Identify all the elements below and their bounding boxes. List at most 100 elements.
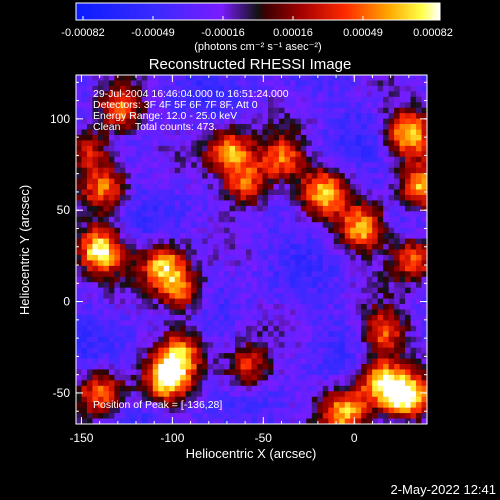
- heatmap-cell: [333, 385, 340, 392]
- heatmap-cell: [163, 391, 170, 398]
- heatmap-cell: [196, 113, 203, 120]
- heatmap-cell: [174, 276, 181, 283]
- heatmap-cell: [366, 407, 373, 414]
- heatmap-cell: [267, 358, 275, 365]
- heatmap-cell: [191, 265, 198, 272]
- colorbar-ticks: -0.00082 -0.00049 -0.00016 0.00016 0.00049 0.…: [61, 16, 453, 39]
- heatmap-cell: [333, 320, 340, 327]
- heatmap-cell: [405, 145, 412, 152]
- heatmap-cell: [311, 145, 318, 152]
- heatmap-cell: [300, 282, 307, 289]
- heatmap-cell: [311, 238, 318, 245]
- heatmap-cell: [372, 244, 379, 251]
- heatmap-cell: [119, 293, 126, 300]
- heatmap-cell: [405, 342, 412, 349]
- heatmap-cell: [311, 140, 318, 147]
- heatmap-cell: [333, 227, 340, 234]
- heatmap-cell: [163, 325, 170, 332]
- heatmap-cell: [224, 364, 231, 371]
- heatmap-cell: [405, 227, 412, 234]
- heatmap-cell: [344, 184, 351, 191]
- heatmap-cell: [97, 358, 105, 365]
- heatmap-cell: [218, 134, 225, 142]
- heatmap-cell: [262, 374, 269, 381]
- heatmap-cell: [246, 134, 253, 142]
- heatmap-cell: [213, 418, 220, 424]
- heatmap-cell: [273, 145, 280, 152]
- heatmap-cell: [306, 233, 313, 240]
- heatmap-cell: [333, 358, 340, 365]
- heatmap-cell: [147, 265, 154, 272]
- heatmap-cell: [207, 347, 214, 354]
- heatmap-cell: [147, 205, 154, 212]
- heatmap-cell: [410, 336, 417, 343]
- heatmap-cell: [235, 271, 242, 278]
- heatmap-cell: [240, 85, 247, 92]
- heatmap-cell: [125, 189, 132, 196]
- heatmap-cell: [229, 347, 236, 354]
- heatmap-cell: [355, 173, 362, 180]
- heatmap-cell: [267, 364, 275, 371]
- heatmap-cell: [339, 102, 346, 109]
- heatmap-cell: [355, 331, 362, 338]
- heatmap-cell: [86, 96, 94, 103]
- heatmap-cell: [289, 380, 296, 387]
- heatmap-cell: [218, 216, 225, 223]
- heatmap-cell: [119, 205, 126, 212]
- heatmap-cell: [158, 102, 165, 109]
- heatmap-cell: [92, 331, 99, 338]
- heatmap-cell: [235, 293, 242, 300]
- heatmap-cell: [136, 162, 143, 169]
- heatmap-cell: [108, 162, 115, 169]
- heatmap-cell: [158, 211, 165, 218]
- heatmap-cell: [246, 102, 253, 109]
- heatmap-cell: [180, 407, 187, 414]
- heatmap-cell: [366, 216, 373, 223]
- heatmap-cell: [344, 265, 351, 272]
- heatmap-cell: [136, 222, 143, 229]
- heatmap-cell: [339, 309, 346, 316]
- heatmap-cell: [350, 145, 357, 152]
- heatmap-cell: [207, 396, 214, 403]
- heatmap-cell: [130, 249, 137, 256]
- heatmap-cell: [333, 124, 340, 131]
- heatmap-cell: [81, 184, 88, 191]
- heatmap-cell: [114, 320, 121, 327]
- heatmap-cell: [256, 358, 264, 365]
- heatmap-cell: [405, 249, 412, 256]
- heatmap-cell: [339, 91, 346, 98]
- heatmap-cell: [273, 374, 280, 381]
- heatmap-cell: [361, 413, 368, 420]
- heatmap-cell: [317, 325, 324, 332]
- heatmap-cell: [339, 369, 346, 376]
- heatmap-cell: [207, 282, 214, 289]
- heatmap-cell: [119, 287, 126, 294]
- heatmap-cell: [169, 238, 176, 245]
- heatmap-cell: [289, 320, 296, 327]
- heatmap-cell: [278, 271, 285, 278]
- heatmap-cell: [81, 107, 88, 114]
- heatmap-cell: [410, 167, 417, 174]
- heatmap-cell: [141, 282, 148, 289]
- heatmap-cell: [284, 200, 291, 207]
- heatmap-cell: [246, 314, 253, 321]
- heatmap-cell: [235, 216, 242, 223]
- heatmap-cell: [350, 178, 357, 185]
- heatmap-cell: [410, 113, 417, 120]
- heatmap-cell: [339, 314, 346, 321]
- footer-timestamp: 2-May-2022 12:41: [390, 482, 496, 497]
- heatmap-cell: [180, 107, 187, 114]
- heatmap-cell: [405, 385, 412, 392]
- heatmap-cell: [366, 129, 373, 136]
- heatmap-cell: [284, 156, 291, 163]
- heatmap-cell: [202, 407, 209, 414]
- heatmap-cell: [383, 173, 390, 180]
- heatmap-cell: [152, 402, 159, 409]
- heatmap-cell: [284, 396, 291, 403]
- heatmap-cell: [86, 325, 94, 332]
- heatmap-cell: [284, 113, 291, 120]
- heatmap-cell: [410, 320, 417, 327]
- heatmap-cell: [191, 189, 198, 196]
- heatmap-cell: [273, 184, 280, 191]
- heatmap-cell: [81, 145, 88, 152]
